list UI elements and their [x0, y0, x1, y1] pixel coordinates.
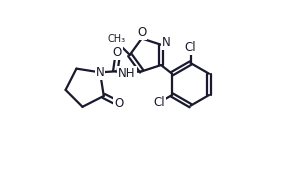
Text: N: N [162, 36, 170, 49]
Text: NH: NH [118, 67, 136, 80]
Text: N: N [96, 66, 104, 79]
Text: Cl: Cl [185, 41, 196, 54]
Text: CH₃: CH₃ [108, 34, 126, 44]
Text: Cl: Cl [153, 96, 165, 109]
Text: O: O [113, 46, 122, 59]
Text: O: O [115, 97, 124, 110]
Text: O: O [137, 26, 146, 39]
